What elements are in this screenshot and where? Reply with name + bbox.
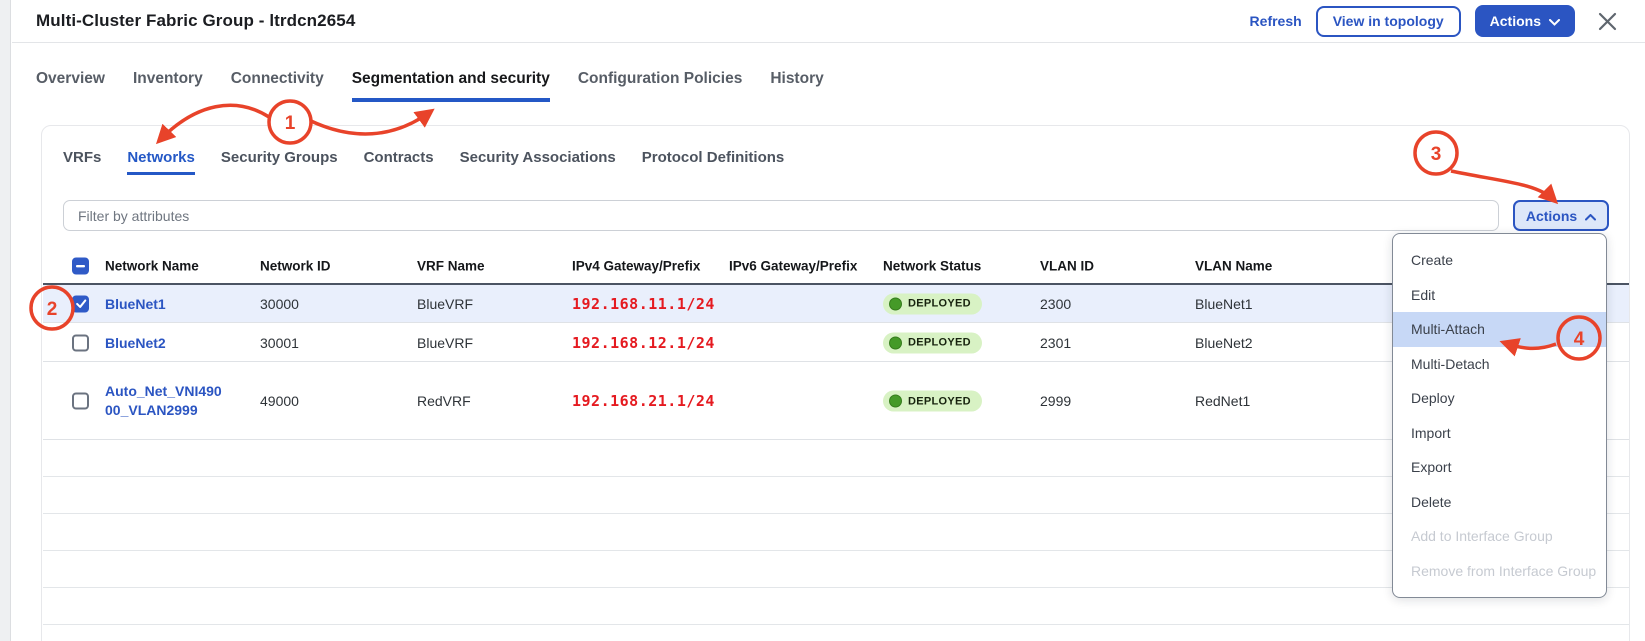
vlan-id-value: 2300 (1040, 295, 1072, 312)
status-badge: DEPLOYED (883, 390, 982, 412)
status-label: DEPLOYED (908, 336, 971, 349)
table-row[interactable]: BlueNet2 30001 BlueVRF 192.168.12.1/24 D… (43, 324, 1629, 362)
ipv4-gateway-value: 192.168.21.1/24 (572, 392, 715, 410)
row-checkbox[interactable] (72, 334, 89, 351)
empty-table-rows (43, 440, 1629, 625)
vrf-name-value: BlueVRF (417, 295, 474, 312)
column-header-ipv4-gateway[interactable]: IPv4 Gateway/Prefix (572, 258, 701, 273)
refresh-link[interactable]: Refresh (1249, 13, 1302, 29)
empty-row (43, 477, 1629, 514)
table-header-row: Network Name Network ID VRF Name IPv4 Ga… (43, 248, 1629, 285)
tab-segmentation-and-security[interactable]: Segmentation and security (351, 70, 550, 102)
column-header-vrf-name[interactable]: VRF Name (417, 258, 485, 273)
vlan-name-value: BlueNet2 (1195, 334, 1253, 351)
header-actions-button-label: Actions (1489, 13, 1541, 29)
ipv4-gateway-value: 192.168.12.1/24 (572, 333, 715, 352)
tab-inventory[interactable]: Inventory (132, 70, 203, 87)
status-dot-icon (889, 394, 902, 408)
table-actions-button-label: Actions (1525, 207, 1578, 224)
row-checkbox[interactable] (72, 392, 89, 410)
status-dot-icon (889, 336, 902, 349)
empty-row (43, 551, 1629, 588)
subtab-networks[interactable]: Networks (127, 149, 195, 175)
network-name-link[interactable]: BlueNet2 (105, 334, 166, 351)
empty-row (43, 440, 1629, 477)
vlan-id-value: 2999 (1040, 393, 1072, 409)
menu-item-multi-attach[interactable]: Multi-Attach (1393, 312, 1606, 347)
chevron-down-icon (1549, 13, 1560, 29)
filter-input[interactable] (63, 200, 1499, 231)
actions-dropdown-menu: Create Edit Multi-Attach Multi-Detach De… (1392, 233, 1607, 598)
status-label: DEPLOYED (908, 395, 971, 407)
network-name-link[interactable]: BlueNet1 (105, 295, 166, 312)
column-header-network-status[interactable]: Network Status (883, 258, 982, 273)
vlan-id-value: 2301 (1040, 334, 1072, 351)
row-checkbox[interactable] (72, 295, 89, 312)
status-dot-icon (889, 297, 902, 310)
subtab-vrfs[interactable]: VRFs (63, 149, 102, 166)
subtab-security-associations[interactable]: Security Associations (459, 149, 616, 166)
network-id-value: 30001 (260, 334, 299, 351)
vlan-name-value: RedNet1 (1195, 393, 1251, 409)
page-title: Multi-Cluster Fabric Group - ltrdcn2654 (36, 11, 356, 30)
menu-item-remove-from-interface-group: Remove from Interface Group (1411, 562, 1597, 579)
chevron-up-icon (1585, 208, 1597, 224)
tab-history[interactable]: History (770, 70, 824, 87)
column-header-network-id[interactable]: Network ID (260, 258, 331, 273)
header-actions: Refresh View in topology Actions (1250, 5, 1619, 37)
column-header-vlan-name[interactable]: VLAN Name (1195, 258, 1273, 273)
status-label: DEPLOYED (908, 297, 971, 310)
ipv4-gateway-value: 192.168.11.1/24 (572, 294, 715, 313)
menu-item-create[interactable]: Create (1411, 252, 1454, 269)
empty-row (43, 588, 1629, 625)
table-actions-button[interactable]: Actions (1513, 200, 1609, 231)
subtab-security-groups[interactable]: Security Groups (220, 149, 338, 166)
tab-overview[interactable]: Overview (36, 70, 105, 87)
status-badge: DEPLOYED (883, 332, 982, 353)
menu-item-add-to-interface-group: Add to Interface Group (1411, 528, 1553, 545)
menu-item-delete[interactable]: Delete (1411, 493, 1452, 510)
status-badge: DEPLOYED (883, 293, 982, 314)
menu-item-edit[interactable]: Edit (1411, 286, 1436, 303)
vrf-name-value: RedVRF (417, 393, 471, 409)
column-header-network-name[interactable]: Network Name (105, 258, 199, 273)
subtab-protocol-definitions[interactable]: Protocol Definitions (641, 149, 785, 166)
vrf-name-value: BlueVRF (417, 334, 474, 351)
tab-connectivity[interactable]: Connectivity (230, 70, 324, 87)
sub-tab-bar: VRFs Networks Security Groups Contracts … (63, 149, 784, 175)
dialog-header: Multi-Cluster Fabric Group - ltrdcn2654 … (12, 0, 1645, 43)
close-icon[interactable] (1595, 9, 1619, 33)
header-actions-button[interactable]: Actions (1474, 5, 1575, 37)
menu-item-deploy[interactable]: Deploy (1411, 390, 1455, 407)
empty-row (43, 514, 1629, 551)
networks-panel: VRFs Networks Security Groups Contracts … (41, 125, 1630, 641)
menu-item-import[interactable]: Import (1411, 424, 1451, 441)
table-row[interactable]: BlueNet1 30000 BlueVRF 192.168.11.1/24 D… (43, 285, 1629, 323)
column-header-ipv6-gateway[interactable]: IPv6 Gateway/Prefix (729, 258, 858, 273)
network-name-link[interactable]: Auto_Net_VNI49000_VLAN2999 (105, 383, 222, 418)
select-all-checkbox[interactable] (72, 257, 89, 274)
network-id-value: 49000 (260, 393, 299, 409)
network-id-value: 30000 (260, 295, 299, 312)
tab-configuration-policies[interactable]: Configuration Policies (577, 70, 743, 87)
menu-item-multi-detach[interactable]: Multi-Detach (1411, 355, 1490, 372)
menu-item-export[interactable]: Export (1411, 459, 1452, 476)
vlan-name-value: BlueNet1 (1195, 295, 1253, 312)
table-row[interactable]: Auto_Net_VNI49000_VLAN2999 49000 RedVRF … (43, 363, 1629, 440)
subtab-contracts[interactable]: Contracts (363, 149, 434, 166)
column-header-vlan-id[interactable]: VLAN ID (1040, 258, 1094, 273)
main-tab-bar: Overview Inventory Connectivity Segmenta… (36, 70, 824, 102)
page-left-gutter (0, 0, 11, 641)
view-in-topology-button[interactable]: View in topology (1315, 5, 1461, 37)
